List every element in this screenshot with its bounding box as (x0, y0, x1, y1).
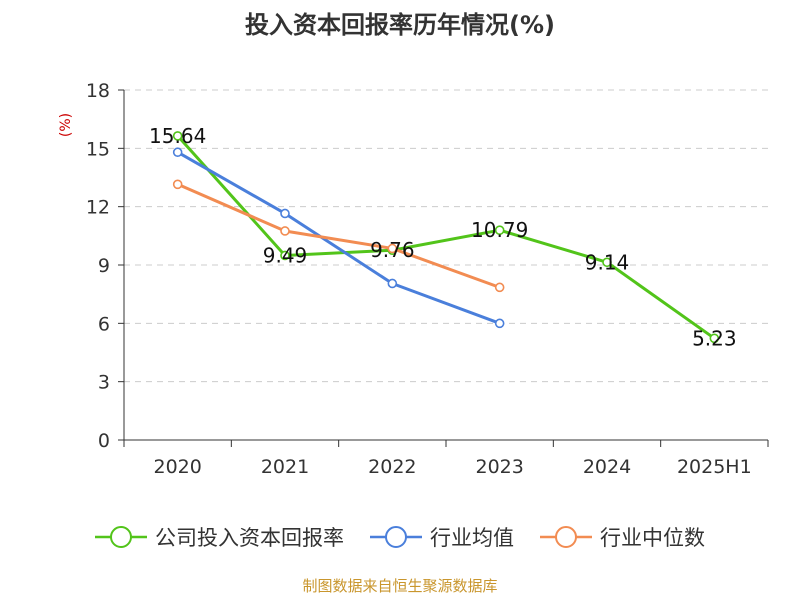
data-point[interactable] (709, 333, 720, 344)
y-tick-label: 3 (98, 372, 110, 394)
data-point[interactable] (280, 250, 290, 261)
legend-label: 行业中位数 (600, 526, 705, 550)
data-label: 9.14 (585, 250, 630, 274)
legend-label: 行业均值 (430, 526, 514, 550)
y-tick-label: 6 (98, 313, 110, 335)
source-footer: 制图数据来自恒生聚源数据库 (302, 577, 497, 595)
data-point[interactable] (494, 318, 505, 329)
data-point[interactable] (172, 179, 183, 190)
y-tick-label: 9 (98, 255, 110, 277)
series-line (176, 134, 716, 340)
data-label: 10.79 (471, 218, 528, 242)
axes: 0 3 6 9 12 15 18 2020 2021 2022 2023 2024 2025H1 (86, 80, 769, 478)
series-line (176, 150, 501, 325)
data-labels: 15.64 9.49 9.76 10.79 9.14 5.23 (149, 124, 737, 350)
legend[interactable]: 公司投入资本回报率 行业均值 行业中位数 (95, 526, 705, 550)
data-label: 15.64 (149, 124, 206, 148)
x-tick-label: 2024 (583, 456, 631, 478)
legend-item-1[interactable]: 行业均值 (370, 526, 514, 550)
x-tick-label: 2022 (368, 456, 416, 478)
y-tick-label: 18 (86, 80, 110, 102)
legend-item-2[interactable]: 行业中位数 (540, 526, 705, 550)
grid-lines (124, 89, 768, 383)
data-point[interactable] (280, 226, 290, 236)
data-point[interactable] (494, 282, 505, 293)
data-label: 9.49 (263, 243, 308, 267)
legend-marker (110, 526, 132, 548)
chart-title: 投入资本回报率历年情况(%) (245, 11, 555, 39)
legend-marker (385, 526, 407, 548)
data-point[interactable] (387, 243, 398, 254)
series-2 (172, 179, 505, 293)
data-point[interactable] (602, 257, 612, 268)
series-0 (172, 131, 720, 344)
legend-label: 公司投入资本回报率 (155, 526, 344, 550)
legend-marker (555, 526, 577, 548)
data-point[interactable] (172, 147, 183, 158)
y-tick-label: 12 (86, 197, 110, 219)
series-line (177, 182, 501, 289)
series-lines (172, 131, 720, 344)
y-tick-label: 15 (86, 138, 110, 160)
x-tick-label: 2020 (153, 456, 201, 478)
data-label: 9.76 (370, 238, 415, 262)
x-tick-label: 2021 (261, 456, 309, 478)
series-1 (172, 147, 505, 329)
data-point[interactable] (172, 131, 183, 141)
data-point[interactable] (494, 225, 505, 235)
y-axis-label: (%) (58, 113, 74, 137)
data-point[interactable] (387, 278, 398, 289)
data-label: 5.23 (692, 326, 737, 350)
x-tick-label: 2023 (475, 456, 523, 478)
x-tick-label: 2025H1 (677, 456, 752, 478)
data-point[interactable] (280, 208, 290, 219)
legend-item-0[interactable]: 公司投入资本回报率 (95, 526, 344, 550)
y-tick-label: 0 (98, 430, 110, 452)
